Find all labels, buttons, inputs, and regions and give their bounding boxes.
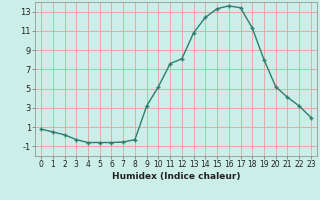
- X-axis label: Humidex (Indice chaleur): Humidex (Indice chaleur): [112, 172, 240, 181]
